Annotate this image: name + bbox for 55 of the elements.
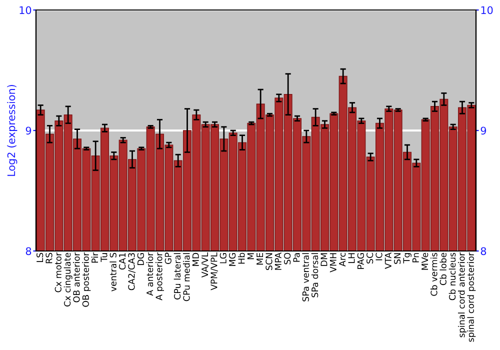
x-tick-label: MPA (274, 252, 282, 270)
x-tick-label: SPa dorsal (311, 253, 318, 298)
x-tick-label: VA/VL (202, 252, 209, 278)
x-tick-label: LS (36, 252, 44, 262)
x-tick-label: LG (220, 253, 226, 264)
x-tick-label: VTA (384, 252, 392, 269)
x-tick-label: SC (366, 252, 374, 264)
x-tick-label: PAG (357, 253, 364, 269)
x-tick-label: ventral S (110, 252, 116, 292)
x-tick-label: Pa (293, 253, 300, 262)
x-tick-label: Pir (91, 252, 98, 263)
x-tick-label: Hb (238, 252, 245, 264)
x-tick-label: DM (320, 253, 328, 266)
x-tick-label: Cx cingulate (64, 252, 72, 306)
x-tick-label: CA2/CA3 (128, 253, 136, 290)
x-tick-label: CA1 (119, 253, 126, 270)
x-tick-label: RS (46, 252, 52, 264)
x-tick-label: Cb vermis (430, 252, 438, 296)
x-tick-label: GP (164, 252, 172, 264)
x-tick-label: Tu (100, 253, 108, 262)
x-tick-label: M (247, 253, 254, 260)
x-tick-label: IC (376, 252, 382, 260)
x-tick-label: MVe (422, 252, 428, 270)
x-tick-label: A posterior (156, 252, 164, 300)
y2-tick-label: 10 (481, 6, 493, 14)
x-tick-label: Cx motor (54, 252, 62, 292)
x-tick-label: MG (229, 253, 236, 266)
x-tick-label: ME (256, 252, 263, 265)
x-tick-label: SPa ventral (302, 253, 309, 302)
y-tick-label: 9 (26, 126, 32, 135)
x-tick-label: CPu lateral (174, 253, 181, 300)
x-tick-label: OB anterior (73, 252, 80, 302)
y-tick-label: 8 (26, 247, 32, 256)
x-tick-label: MD (192, 252, 199, 266)
x-tick-label: spinal cord posterior (467, 252, 476, 342)
y2-tick-label: 9 (480, 126, 486, 135)
x-tick-label: A anterior (146, 252, 154, 296)
x-tick-label: SO (284, 252, 291, 264)
x-tick-label: LH (348, 253, 355, 263)
x-tick-label: Cb nucleus (448, 252, 456, 300)
x-tick-label: SN (394, 253, 401, 264)
x-tick-label: Tg (403, 253, 412, 264)
y-axis-title: Log2 (expression) (7, 84, 18, 176)
x-tick-label: SCN (266, 253, 272, 270)
x-tick-label: CPu medial (183, 253, 190, 302)
x-tick-label: DG (137, 253, 144, 266)
x-tick-label: Cb lobe (440, 252, 446, 286)
y2-tick-label: 8 (480, 247, 486, 256)
x-tick-label: Pn (412, 253, 419, 262)
x-tick-label: OB posterior (82, 252, 91, 307)
x-tick-label: Arc (339, 252, 346, 267)
x-tick-label: VMH (330, 253, 336, 272)
y-tick-label: 10 (20, 6, 32, 14)
x-tick-label: spinal cord anterior (458, 252, 466, 338)
x-tick-label: VPM/VPL (210, 252, 218, 290)
